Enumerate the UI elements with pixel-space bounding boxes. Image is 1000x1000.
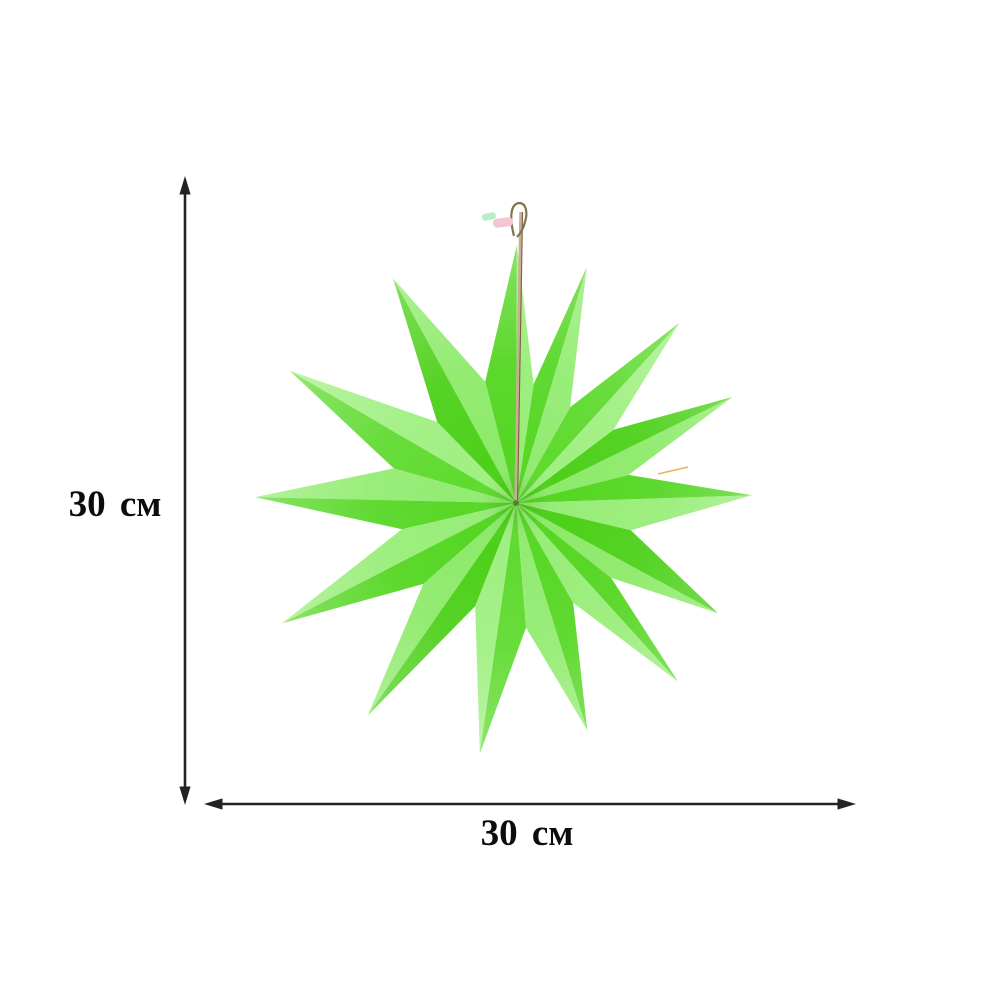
vertical-dimension-label: 30 см: [68, 484, 162, 525]
vertical-dimension-arrow-icon: [179, 176, 191, 805]
hanging-string-edge: [517, 211, 524, 501]
string-loop-icon: [510, 201, 528, 238]
stray-thread: [657, 466, 689, 475]
clip-green-bead: [481, 212, 497, 221]
clip-pink-bead: [492, 217, 514, 228]
horizontal-dimension-label: 30 см: [480, 813, 574, 854]
hanging-string: [514, 211, 523, 501]
star-center-dot: [513, 500, 519, 506]
horizontal-dimension-arrow-icon: [204, 798, 856, 810]
